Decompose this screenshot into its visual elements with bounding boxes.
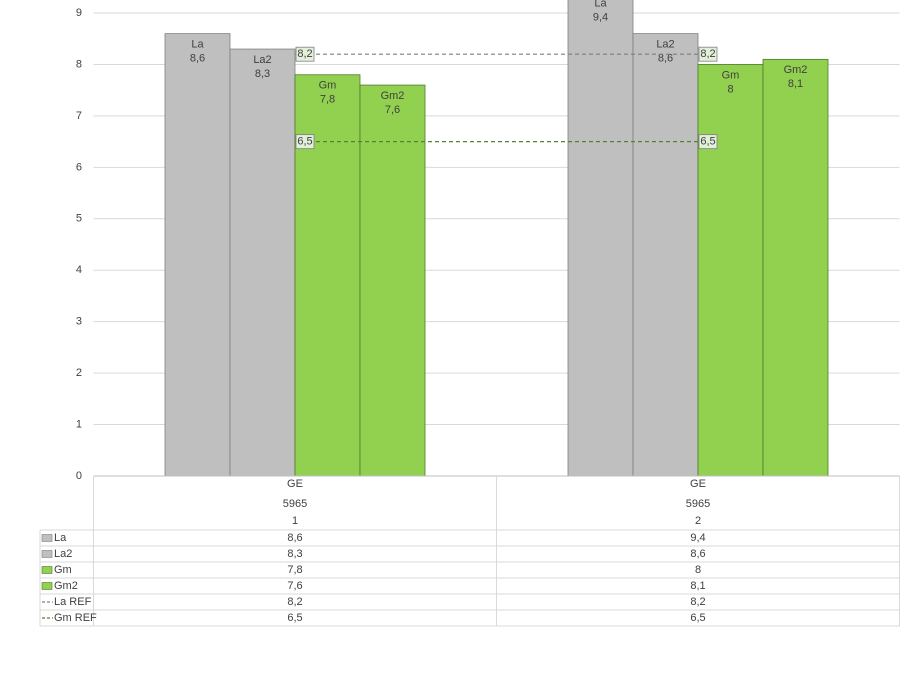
data-label: 6,5: [297, 136, 312, 148]
data-label-box: [295, 46, 315, 62]
bar: [359, 84, 426, 477]
x-tick-label: 1: [292, 515, 298, 527]
table-cell: 8,3: [287, 548, 302, 560]
legend-label: Gm: [54, 564, 72, 576]
legend-key: [41, 534, 53, 542]
data-label: 8,6: [190, 53, 205, 65]
data-label-name: La: [191, 39, 204, 51]
bar: [229, 48, 296, 477]
data-label: 6,5: [700, 136, 715, 148]
data-label-box: [698, 134, 718, 150]
data-label: 8,1: [788, 78, 803, 90]
legend-key: [41, 582, 53, 590]
category-subgroup-label: 5965: [686, 498, 710, 510]
data-label: 8,3: [255, 68, 270, 80]
data-label: 8,2: [297, 48, 312, 60]
table-cell: 8: [695, 564, 701, 576]
data-label: 8,6: [658, 53, 673, 65]
table-cell: 6,5: [287, 612, 302, 624]
bar: [632, 33, 699, 477]
data-label: 8,2: [700, 48, 715, 60]
x-tick-label: 2: [695, 515, 701, 527]
data-label-name: La2: [253, 54, 271, 66]
bar: [762, 58, 829, 477]
legend-label: La2: [54, 548, 72, 560]
table-cell: 6,5: [690, 612, 705, 624]
data-label-name: Gm: [319, 80, 337, 92]
data-label-name: Gm2: [784, 64, 808, 76]
y-tick-label: 1: [76, 418, 82, 430]
legend-label: La REF: [54, 596, 92, 608]
legend-key: [41, 550, 53, 558]
y-tick-label: 4: [76, 264, 82, 276]
bar: [697, 64, 764, 477]
data-label: 8: [727, 83, 733, 95]
y-tick-label: 5: [76, 213, 82, 225]
category-group-label: GE: [287, 478, 303, 490]
data-label: 9,4: [593, 11, 608, 23]
data-label: 7,8: [320, 94, 335, 106]
legend-label: Gm2: [54, 580, 78, 592]
legend-label: Gm REF: [54, 612, 97, 624]
y-tick-label: 2: [76, 367, 82, 379]
table-cell: 8,6: [690, 548, 705, 560]
data-label-box: [698, 46, 718, 62]
y-tick-label: 3: [76, 316, 82, 328]
category-subgroup-label: 5965: [283, 498, 307, 510]
data-label-name: La2: [656, 39, 674, 51]
y-tick-label: 0: [76, 470, 82, 482]
table-cell: 7,6: [287, 580, 302, 592]
legend-label: La: [54, 532, 67, 544]
y-tick-label: 6: [76, 161, 82, 173]
legend-key: [41, 566, 53, 574]
data-label: 7,6: [385, 104, 400, 116]
category-group-label: GE: [690, 478, 706, 490]
table-cell: 8,1: [690, 580, 705, 592]
data-label-name: Gm2: [381, 90, 405, 102]
table-cell: 8,2: [690, 596, 705, 608]
y-tick-label: 7: [76, 110, 82, 122]
table-cell: 8,6: [287, 532, 302, 544]
bar: [164, 33, 231, 477]
data-label-name: Gm: [722, 69, 740, 81]
table-cell: 8,2: [287, 596, 302, 608]
data-label-name: La: [594, 0, 607, 9]
data-label-box: [295, 134, 315, 150]
table-cell: 7,8: [287, 564, 302, 576]
bar: [567, 0, 634, 477]
y-tick-label: 9: [76, 7, 82, 19]
y-tick-label: 8: [76, 58, 82, 70]
table-cell: 9,4: [690, 532, 705, 544]
